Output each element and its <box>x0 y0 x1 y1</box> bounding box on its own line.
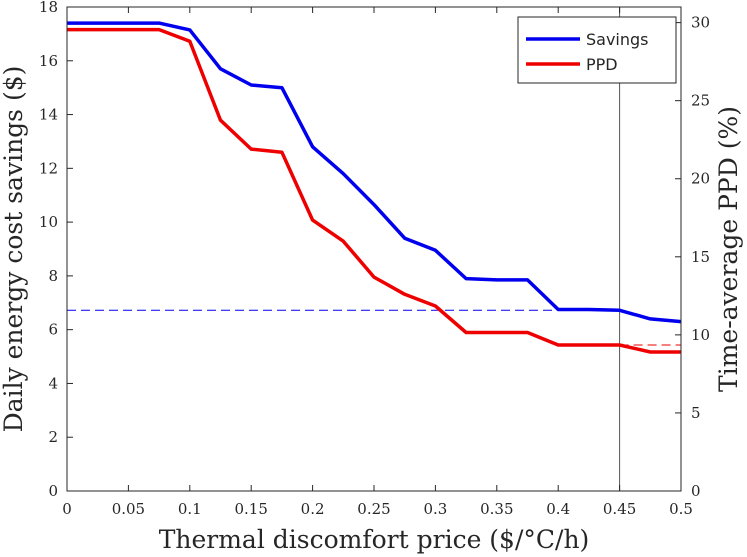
y-axis-right: 0 5 10 15 20 25 30 <box>675 14 710 500</box>
y-right-tick-label: 10 <box>691 326 710 344</box>
legend-box <box>517 16 677 84</box>
y-right-tick-label: 20 <box>691 170 710 188</box>
x-axis-title: Thermal discomfort price ($/°C/h) <box>159 525 590 554</box>
y-left-tick-label: 10 <box>39 213 58 231</box>
y-left-tick-label: 14 <box>39 106 58 124</box>
y-left-tick-label: 4 <box>48 374 58 392</box>
y-axis-left: 0 2 4 6 8 10 12 14 16 18 <box>39 0 73 500</box>
x-tick-label: 0.2 <box>301 500 325 518</box>
legend: Savings PPD <box>517 16 677 84</box>
x-tick-label: 0.45 <box>603 500 636 518</box>
y-left-tick-label: 2 <box>48 428 58 446</box>
legend-ppd-label: PPD <box>586 55 618 74</box>
series-line-ppd <box>67 27 681 354</box>
y-axis-right-title: Time-average PPD (%) <box>714 106 743 392</box>
y-axis-left-title: Daily energy cost savings ($) <box>0 66 28 433</box>
reference-lines <box>67 7 681 491</box>
x-tick-label: 0.4 <box>546 500 570 518</box>
x-tick-label: 0.3 <box>423 500 447 518</box>
x-tick-label: 0.05 <box>112 500 145 518</box>
y-left-tick-label: 6 <box>48 321 58 339</box>
y-left-tick-label: 16 <box>39 52 58 70</box>
y-right-tick-label: 30 <box>691 14 710 32</box>
y-left-tick-label: 8 <box>48 267 58 285</box>
series-layer <box>67 21 682 354</box>
x-tick-label: 0.15 <box>234 500 267 518</box>
legend-savings-label: Savings <box>586 30 649 49</box>
x-axis: 0 0.05 0.1 0.15 0.2 0.25 0.3 0.35 0.4 0.45 0.5 <box>62 7 693 518</box>
x-tick-label: 0.1 <box>178 500 202 518</box>
y-left-tick-label: 0 <box>48 482 58 500</box>
x-tick-label: 0.5 <box>669 500 693 518</box>
x-tick-label: 0.25 <box>357 500 390 518</box>
y-right-tick-label: 5 <box>691 404 701 422</box>
y-right-tick-label: 25 <box>691 92 710 110</box>
x-tick-label: 0.35 <box>480 500 513 518</box>
y-right-tick-label: 15 <box>691 248 710 266</box>
y-left-tick-label: 18 <box>39 0 58 16</box>
x-tick-label: 0 <box>62 500 72 518</box>
series-line-savings <box>67 21 682 324</box>
y-left-tick-label: 12 <box>39 159 58 177</box>
y-right-tick-label: 0 <box>691 482 701 500</box>
